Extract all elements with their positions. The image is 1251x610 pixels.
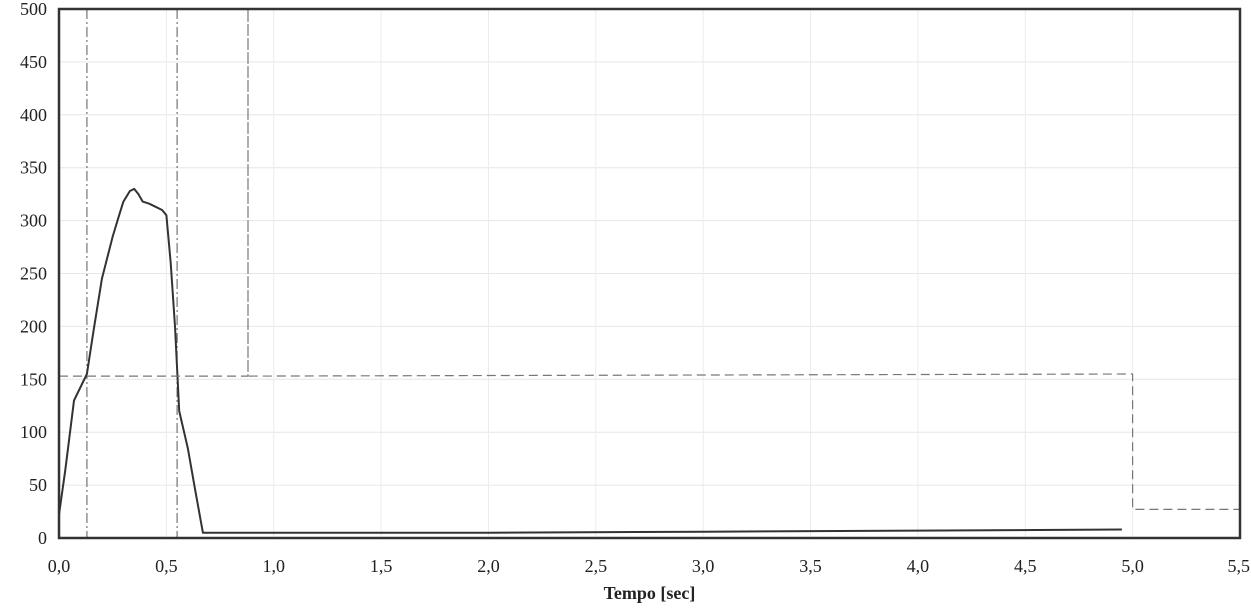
x-tick-label: 4,5 — [1014, 556, 1037, 576]
y-tick-label: 250 — [20, 264, 47, 284]
x-tick-label: 1,5 — [370, 556, 393, 576]
y-tick-label: 50 — [29, 475, 47, 495]
data-series — [58, 8, 1240, 534]
x-tick-label: 0,5 — [155, 556, 178, 576]
x-tick-label: 5,0 — [1121, 556, 1144, 576]
vertical-markers — [86, 9, 178, 538]
y-tick-label: 200 — [20, 316, 47, 336]
x-tick-label: 2,0 — [477, 556, 500, 576]
x-tick-label: 4,0 — [907, 556, 930, 576]
series-line-solid — [58, 187, 1122, 534]
x-tick-label: 3,0 — [692, 556, 715, 576]
x-tick-label: 0,0 — [48, 556, 71, 576]
plot-frame — [57, 7, 1242, 540]
y-tick-label: 150 — [20, 369, 47, 389]
grid — [59, 9, 1240, 538]
x-tick-label: 5,5 — [1228, 556, 1251, 576]
y-tick-label: 400 — [20, 105, 47, 125]
y-tick-label: 450 — [20, 52, 47, 72]
x-tick-label: 3,5 — [799, 556, 822, 576]
x-axis-title: Tempo [sec] — [604, 583, 696, 603]
y-tick-label: 100 — [20, 422, 47, 442]
y-tick-label: 0 — [38, 528, 47, 548]
y-axis-ticks: 0 50 100 150 200 250 300 350 400 450 500 — [20, 0, 47, 548]
y-tick-label: 350 — [20, 158, 47, 178]
y-tick-label: 300 — [20, 211, 47, 231]
series-line-dashed — [59, 8, 1240, 510]
y-tick-label: 500 — [20, 0, 47, 19]
x-axis-ticks: 0,0 0,5 1,0 1,5 2,0 2,5 3,0 3,5 4,0 4,5 5,0 5,5 — [48, 556, 1250, 576]
x-tick-label: 2,5 — [585, 556, 608, 576]
x-tick-label: 1,0 — [262, 556, 285, 576]
